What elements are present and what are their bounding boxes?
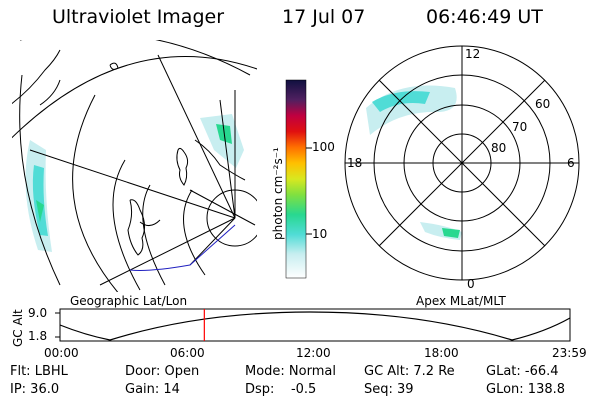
status-door: Door: Open bbox=[125, 364, 200, 379]
polar-panel-label: Apex MLat/MLT bbox=[416, 294, 506, 308]
status-glon: GLon: 138.8 bbox=[486, 382, 566, 397]
colorbar-tick-10: 10 bbox=[312, 227, 328, 241]
mlt-label-18: 18 bbox=[347, 156, 363, 170]
status-gc-alt: GC Alt: 7.2 Re bbox=[364, 364, 455, 379]
lat-label-70: 70 bbox=[512, 120, 528, 134]
observation-time: 06:46:49 UT bbox=[426, 6, 543, 28]
altitude-curve bbox=[59, 311, 571, 341]
status-filter: Flt: LBHL bbox=[10, 364, 68, 379]
timeline-xtick-1200: 12:00 bbox=[296, 346, 331, 360]
status-mode: Mode: Normal bbox=[245, 364, 336, 379]
timeline-axis-label: GC Alt bbox=[11, 309, 25, 347]
mlt-label-0: 0 bbox=[467, 277, 475, 291]
timeline-xtick-0600: 06:00 bbox=[170, 346, 205, 360]
colorbar-tick-100: 100 bbox=[312, 140, 335, 154]
timeline-xtick-2359: 23:59 bbox=[552, 346, 587, 360]
status-gain: Gain: 14 bbox=[125, 382, 180, 397]
geographic-panel-label: Geographic Lat/Lon bbox=[70, 294, 188, 308]
mlt-label-6: 6 bbox=[567, 156, 575, 170]
lat-label-60: 60 bbox=[535, 97, 551, 111]
status-seq: Seq: 39 bbox=[364, 382, 414, 397]
timeline-xtick-1800: 18:00 bbox=[424, 346, 459, 360]
observation-date: 17 Jul 07 bbox=[282, 6, 366, 28]
status-dsp: Dsp: -0.5 bbox=[245, 382, 317, 397]
status-glat: GLat: -66.4 bbox=[486, 364, 559, 379]
timeline-ytick-min: 1.8 bbox=[28, 329, 48, 343]
lat-label-80: 80 bbox=[491, 141, 507, 155]
status-ip: IP: 36.0 bbox=[10, 382, 60, 397]
aurora-emission-left bbox=[25, 114, 244, 252]
timeline-ytick-max: 9.0 bbox=[28, 306, 48, 320]
timeline-xtick-0000: 00:00 bbox=[44, 346, 79, 360]
instrument-title: Ultraviolet Imager bbox=[52, 6, 225, 28]
mlt-label-12: 12 bbox=[465, 47, 481, 61]
